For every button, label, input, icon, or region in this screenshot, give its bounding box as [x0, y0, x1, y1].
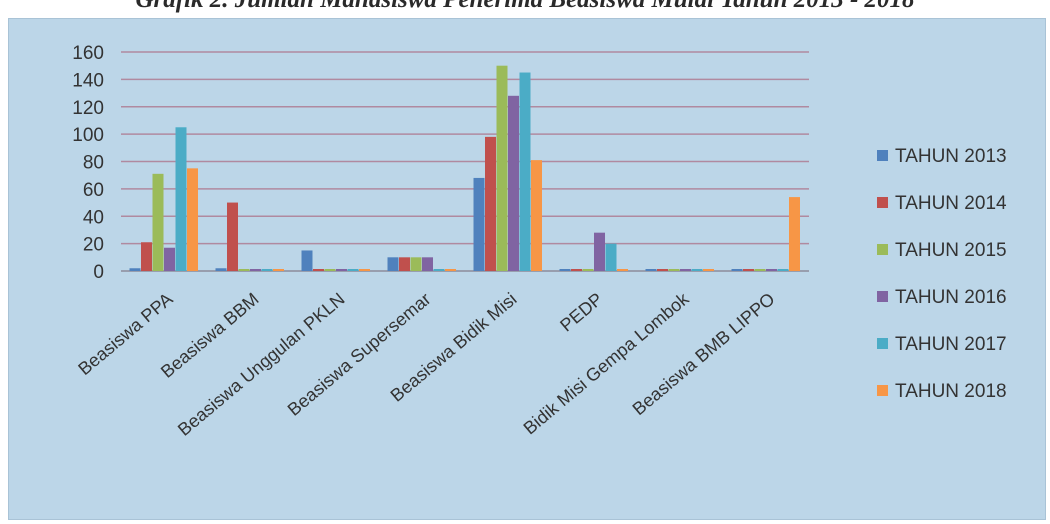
- bar: [164, 247, 175, 271]
- y-tick-label: 0: [93, 262, 104, 283]
- y-tick-label: 140: [72, 70, 104, 91]
- x-tick-label: Beasiswa Unggulan PKLN: [174, 289, 349, 440]
- bar: [473, 177, 485, 271]
- legend-swatch: [877, 291, 888, 302]
- bar: [668, 269, 680, 271]
- y-tick-label: 120: [72, 98, 104, 119]
- bar: [766, 269, 777, 271]
- bar: [152, 173, 164, 271]
- bar: [336, 269, 347, 271]
- bar: [754, 269, 766, 271]
- x-tick-label: Beasiswa BMB LIPPO: [629, 289, 779, 419]
- bar: [703, 269, 714, 271]
- bar: [519, 72, 531, 271]
- bar: [187, 168, 198, 271]
- bar: [605, 243, 617, 271]
- bar: [129, 268, 141, 271]
- chart-panel: 0 20 40 60 80 100 120 140 160 Beasiswa PPA Beasis…: [8, 18, 1046, 520]
- grid-lines: [121, 51, 809, 272]
- y-tick-label: 80: [83, 153, 104, 174]
- legend-label: TAHUN 2013: [895, 146, 1007, 167]
- bar: [496, 65, 508, 271]
- bar: [743, 269, 754, 271]
- bar: [657, 269, 668, 271]
- legend-swatch: [877, 150, 888, 161]
- bar: [399, 257, 410, 271]
- bar: [175, 127, 187, 271]
- bar: [433, 269, 445, 271]
- legend-label: TAHUN 2017: [895, 334, 1007, 355]
- y-axis-ticks: 0 20 40 60 80 100 120 140 160: [72, 43, 104, 283]
- bar: [301, 250, 313, 271]
- legend-label: TAHUN 2016: [895, 287, 1007, 308]
- bar: [227, 202, 238, 271]
- bar: [559, 269, 571, 271]
- legend-swatch: [877, 338, 888, 349]
- bar: [273, 269, 284, 271]
- bar: [531, 160, 542, 271]
- bar: [731, 269, 743, 271]
- legend-label: TAHUN 2018: [895, 381, 1007, 402]
- x-tick-label: Bidik Misi Gempa Lombok: [520, 288, 694, 438]
- bar: [777, 269, 789, 271]
- bar: [594, 232, 605, 271]
- y-tick-label: 20: [83, 235, 104, 256]
- x-tick-label: Beasiswa Supersemar: [284, 289, 435, 420]
- y-tick-label: 100: [72, 125, 104, 146]
- y-tick-label: 60: [83, 180, 104, 201]
- chart-title: Grafik 2. Jumlah Mahasiswa Penerima Beas…: [0, 0, 1050, 13]
- bar: [645, 269, 657, 271]
- legend-swatch: [877, 197, 888, 208]
- bar: [789, 197, 800, 271]
- bar: [445, 269, 456, 271]
- bar: [508, 95, 519, 271]
- bar: [347, 269, 359, 271]
- legend: TAHUN 2013 TAHUN 2014 TAHUN 2015 TAHUN 2016…: [877, 146, 1007, 402]
- bars: [129, 65, 800, 271]
- y-tick-label: 160: [72, 43, 104, 64]
- bar: [387, 257, 399, 271]
- bar: [617, 269, 628, 271]
- bar: [324, 269, 336, 271]
- bar: [691, 269, 703, 271]
- legend-swatch: [877, 385, 888, 396]
- bar: [582, 269, 594, 271]
- bar: [680, 269, 691, 271]
- bar: [238, 269, 250, 271]
- legend-label: TAHUN 2015: [895, 240, 1007, 261]
- legend-label: TAHUN 2014: [895, 193, 1007, 214]
- x-tick-label: PEDP: [556, 289, 606, 336]
- bar: [359, 269, 370, 271]
- bar: [141, 242, 152, 271]
- bar: [410, 257, 422, 271]
- bar-chart: 0 20 40 60 80 100 120 140 160 Beasiswa PPABeasis…: [72, 43, 1007, 440]
- bar: [485, 136, 496, 271]
- bar: [571, 269, 582, 271]
- y-tick-label: 40: [83, 207, 104, 228]
- bar: [261, 269, 273, 271]
- bar: [422, 257, 433, 271]
- legend-swatch: [877, 244, 888, 255]
- bar: [250, 269, 261, 271]
- bar: [215, 268, 227, 271]
- bar: [313, 269, 324, 271]
